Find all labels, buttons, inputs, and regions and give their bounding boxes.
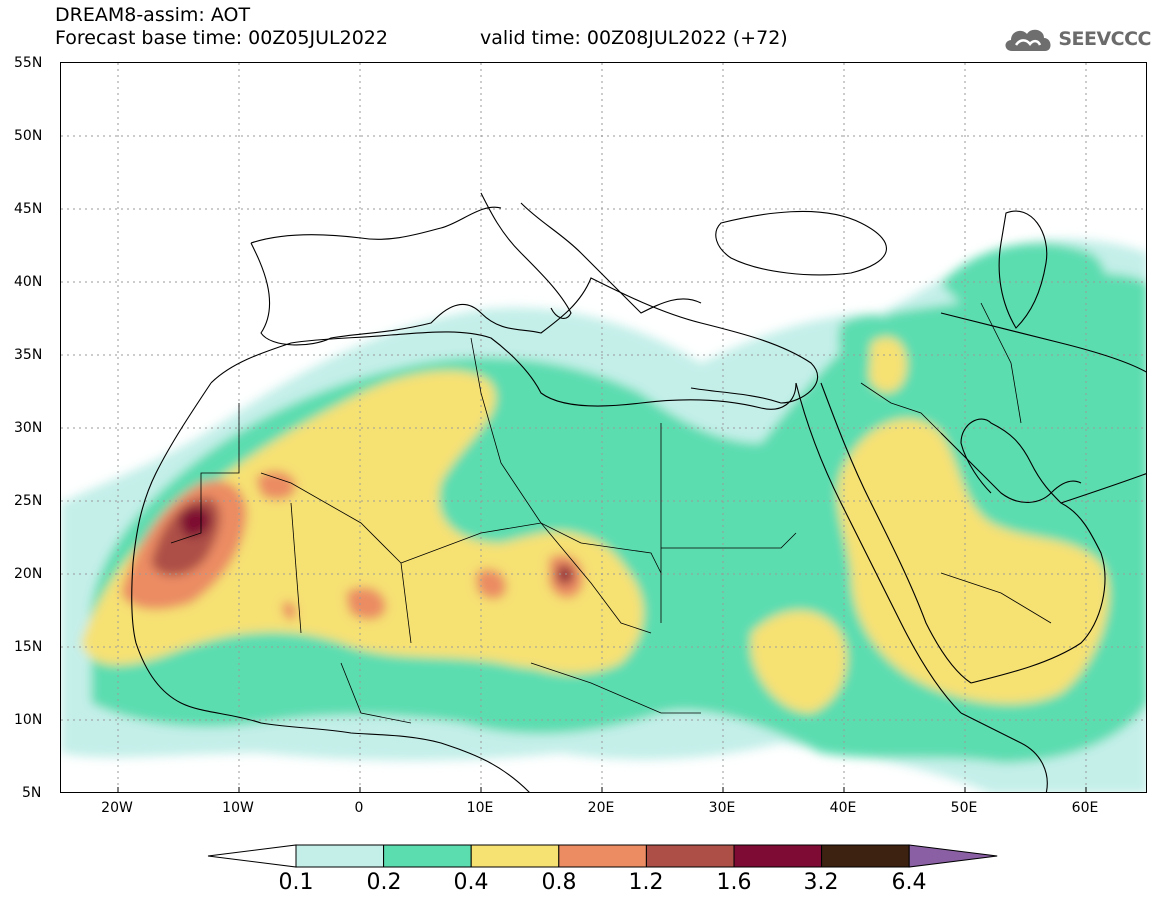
- persian-gulf: [940, 432, 1082, 503]
- lat-label: 55N: [14, 55, 43, 71]
- colorbar-under-arrow: [207, 844, 297, 868]
- forecast-base-time: Forecast base time: 00Z05JUL2022: [55, 27, 388, 49]
- lon-label: 30E: [708, 800, 736, 816]
- frame-ticks: [117, 787, 1087, 792]
- colorbar-label: 0.1: [278, 870, 314, 895]
- balkans-coast: [520, 202, 702, 314]
- arabian-sea-coast: [1060, 473, 1146, 504]
- lat-label: 15N: [14, 639, 43, 655]
- colorbar-label: 0.2: [366, 870, 402, 895]
- red-sea-east: [820, 382, 972, 684]
- colorbar-segment: [733, 844, 823, 868]
- iberia-coast: [250, 206, 502, 244]
- lat-label: 50N: [14, 128, 43, 144]
- aot-forecast-map: [60, 62, 1147, 793]
- country-borders: [170, 302, 1052, 724]
- lat-lon-grid: [61, 63, 1146, 792]
- aot-band-0-2-caspian: [941, 243, 1106, 324]
- lat-label: 20N: [14, 566, 43, 582]
- red-sea-west: [795, 382, 962, 714]
- lon-label: 40E: [829, 800, 857, 816]
- logo-text: SEEVCCC: [1058, 28, 1151, 50]
- lon-label: 10E: [466, 800, 494, 816]
- colorbar-segment: [295, 844, 385, 868]
- aot-band-0-8-algeria: [256, 470, 296, 500]
- lon-label: 20W: [101, 800, 133, 816]
- map-title: DREAM8-assim: AOT: [55, 4, 251, 26]
- aot-band-1-6: [179, 506, 211, 538]
- lon-label: 20E: [587, 800, 615, 816]
- arabia-coast: [960, 418, 1106, 684]
- colorbar-segment: [645, 844, 735, 868]
- lat-label: 40N: [14, 274, 43, 290]
- colorbar-label: 1.2: [628, 870, 664, 895]
- colorbar-segment: [821, 844, 910, 868]
- aot-band-0-4-central: [470, 544, 644, 674]
- colorbar-over-arrow: [908, 844, 998, 868]
- lon-label: 50E: [950, 800, 978, 816]
- black-sea: [715, 210, 887, 276]
- lat-label: 25N: [14, 493, 43, 509]
- lon-label: 0: [354, 800, 364, 816]
- seevccc-logo: SEEVCCC: [1002, 22, 1151, 56]
- colorbar-label: 0.8: [541, 870, 577, 895]
- caspian-sea: [998, 210, 1048, 329]
- lat-label: 10N: [14, 712, 43, 728]
- aot-band-0-8-mali: [346, 587, 386, 620]
- lat-label: 30N: [14, 420, 43, 436]
- colorbar-segment: [383, 844, 472, 868]
- colorbar-label: 6.4: [891, 870, 927, 895]
- lat-label: 45N: [14, 201, 43, 217]
- lon-label: 60E: [1071, 800, 1099, 816]
- colorbar-label: 0.4: [453, 870, 489, 895]
- aot-band-0-8-mali2: [282, 601, 297, 620]
- lat-label: 35N: [14, 347, 43, 363]
- valid-time: valid time: 00Z08JUL2022 (+72): [480, 27, 788, 49]
- colorbar-label: 1.6: [716, 870, 752, 895]
- italy-coast: [480, 192, 572, 319]
- horn-of-africa: [960, 712, 1048, 792]
- map-canvas: [61, 63, 1146, 792]
- aot-contours: [61, 238, 1146, 792]
- lon-label: 10W: [222, 800, 254, 816]
- west-africa-coast: [131, 382, 530, 792]
- colorbar-label: 3.2: [803, 870, 839, 895]
- coastlines: [131, 192, 1146, 792]
- colorbar-segment: [470, 844, 560, 868]
- cloud-icon: [1005, 29, 1051, 51]
- colorbar-segment: [558, 844, 647, 868]
- north-africa-coast: [210, 331, 797, 410]
- aot-band-0-4-somalia: [751, 610, 847, 713]
- aot-band-0-8-niger: [476, 569, 507, 600]
- europe-coast: [250, 242, 819, 404]
- aot-band-0-4-iraq: [869, 337, 907, 393]
- lat-label: 5N: [22, 785, 42, 801]
- iran-border: [940, 312, 1146, 373]
